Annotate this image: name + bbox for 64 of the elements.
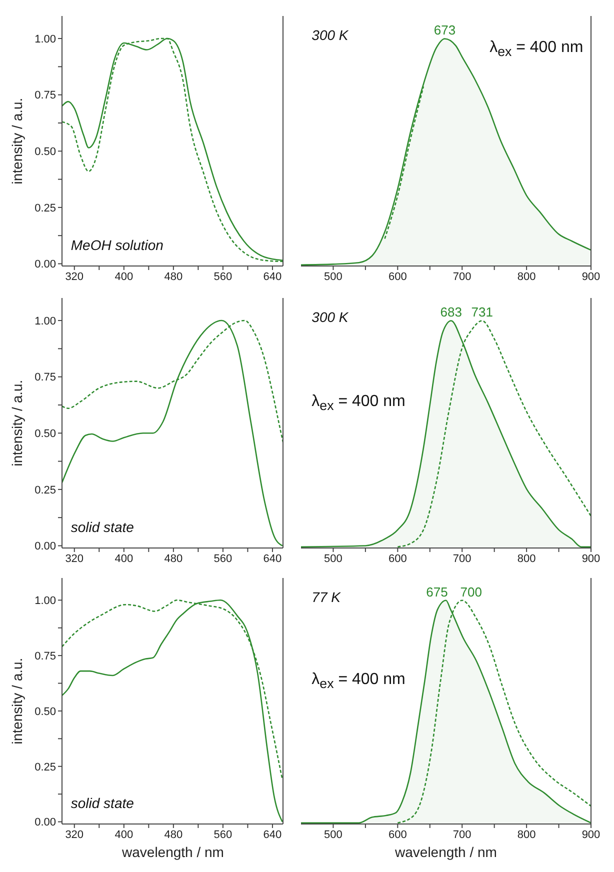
x-tick-label: 400 — [114, 270, 134, 283]
annotation: 675 — [426, 584, 448, 600]
y-tick-label: 1.00 — [34, 595, 56, 608]
x-tick-label: 500 — [324, 552, 342, 565]
y-tick-label: 0.50 — [34, 428, 56, 440]
x-tick-label: 800 — [517, 270, 536, 283]
x-tick-label: 700 — [452, 270, 472, 283]
x-axis-title: wavelength / nm — [394, 843, 498, 861]
x-tick-label: 400 — [114, 552, 134, 565]
x-tick-label: 480 — [164, 270, 183, 283]
x-tick-label: 320 — [65, 552, 84, 565]
x-tick-label: 700 — [452, 828, 472, 841]
x-tick-label: 500 — [324, 828, 342, 841]
x-tick-label: 480 — [164, 552, 183, 565]
x-axis-title: wavelength / nm — [121, 843, 225, 861]
x-tick-label: 560 — [214, 270, 232, 283]
x-tick-label: 320 — [65, 828, 84, 841]
y-tick-label: 0.00 — [34, 540, 56, 553]
x-tick-label: 640 — [263, 270, 282, 283]
annotation: λ$_{ex}$ = 400 nm — [490, 38, 584, 61]
annotation: 77 K — [312, 588, 340, 606]
x-tick-label: 900 — [582, 270, 600, 283]
y-tick-label: 0.00 — [34, 258, 56, 271]
y-axis-title: intensity / a.u. — [9, 98, 26, 184]
y-tick-label: 0.25 — [34, 484, 56, 496]
annotation: 673 — [434, 22, 456, 38]
x-tick-label: 640 — [263, 828, 282, 841]
y-tick-label: 0.75 — [34, 372, 56, 384]
annotation: 300 K — [312, 308, 348, 326]
annotation: solid state — [70, 518, 134, 536]
y-tick-label: 0.50 — [34, 146, 56, 158]
x-tick-label: 600 — [388, 552, 407, 565]
y-tick-label: 0.50 — [34, 706, 56, 718]
y-tick-label: 0.25 — [34, 761, 56, 774]
annotation: 731 — [471, 304, 493, 320]
x-tick-label: 600 — [388, 828, 407, 841]
x-tick-label: 700 — [452, 552, 472, 565]
annotation: MeOH solution — [70, 236, 164, 254]
annotation: 300 K — [312, 26, 348, 44]
x-tick-label: 400 — [114, 828, 134, 841]
y-tick-label: 0.75 — [34, 650, 56, 662]
y-tick-label: 0.25 — [34, 202, 56, 214]
x-tick-label: 560 — [214, 552, 232, 565]
x-tick-label: 480 — [164, 828, 183, 841]
annotation: λ$_{ex}$ = 400 nm — [312, 671, 406, 694]
x-tick-label: 800 — [517, 552, 536, 565]
x-tick-label: 900 — [582, 552, 600, 565]
x-tick-label: 900 — [582, 828, 600, 841]
x-tick-label: 640 — [263, 552, 282, 565]
annotation: 683 — [440, 304, 462, 320]
y-axis-title: intensity / a.u. — [9, 658, 26, 744]
y-axis-title: intensity / a.u. — [9, 380, 26, 466]
annotation: λ$_{ex}$ = 400 nm — [312, 393, 406, 416]
x-tick-label: 600 — [388, 270, 407, 283]
y-tick-label: 0.00 — [34, 816, 56, 829]
y-tick-label: 0.75 — [34, 90, 56, 102]
y-tick-label: 1.00 — [34, 315, 56, 328]
annotation: 700 — [460, 584, 482, 600]
x-tick-label: 320 — [65, 270, 84, 283]
y-tick-label: 1.00 — [34, 33, 56, 46]
x-tick-label: 560 — [214, 828, 232, 841]
x-tick-label: 800 — [517, 828, 536, 841]
x-tick-label: 500 — [324, 270, 342, 283]
annotation: solid state — [70, 794, 134, 812]
